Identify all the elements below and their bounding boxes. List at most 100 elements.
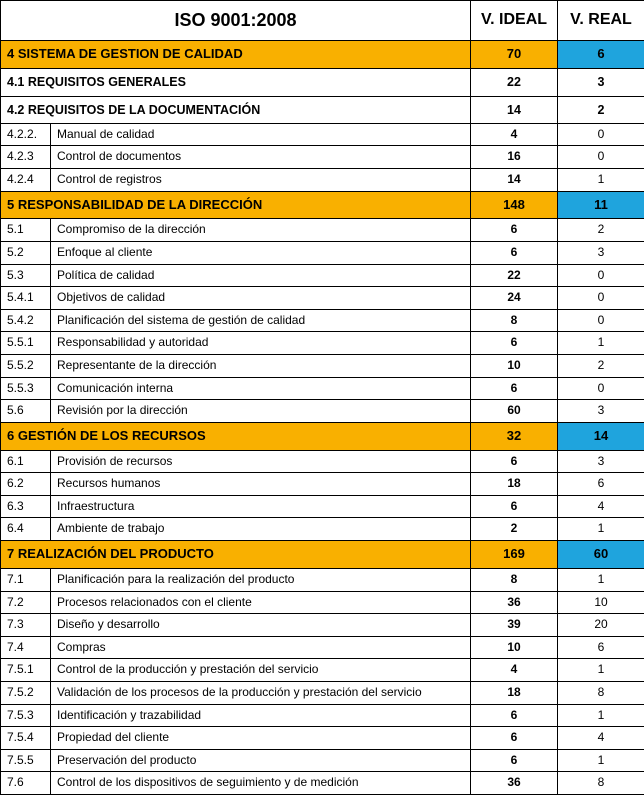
row-code: 6.4 — [1, 518, 51, 541]
section-label: 6 GESTIÓN DE LOS RECURSOS — [1, 422, 471, 450]
row-ideal: 6 — [471, 727, 558, 750]
row-desc: Validación de los procesos de la producc… — [51, 681, 471, 704]
row-real: 6 — [558, 473, 644, 496]
detail-row: 7.5.3Identificación y trazabilidad61 — [1, 704, 644, 727]
section-real: 6 — [558, 41, 644, 69]
row-real: 0 — [558, 377, 644, 400]
row-ideal: 18 — [471, 473, 558, 496]
row-code: 5.5.1 — [1, 332, 51, 355]
row-real: 3 — [558, 400, 644, 423]
section-row: 4 SISTEMA DE GESTION DE CALIDAD706 — [1, 41, 644, 69]
row-ideal: 6 — [471, 495, 558, 518]
row-desc: Planificación del sistema de gestión de … — [51, 309, 471, 332]
detail-row: 5.3Política de calidad220 — [1, 264, 644, 287]
row-ideal: 36 — [471, 591, 558, 614]
row-code: 7.3 — [1, 614, 51, 637]
detail-row: 6.2Recursos humanos186 — [1, 473, 644, 496]
section-row: 5 RESPONSABILIDAD DE LA DIRECCIÓN14811 — [1, 191, 644, 219]
table-body: 4 SISTEMA DE GESTION DE CALIDAD7064.1 RE… — [1, 41, 644, 795]
row-real: 1 — [558, 568, 644, 591]
detail-row: 7.4Compras106 — [1, 636, 644, 659]
detail-row: 7.5.2Validación de los procesos de la pr… — [1, 681, 644, 704]
row-code: 5.4.2 — [1, 309, 51, 332]
row-real: 2 — [558, 355, 644, 378]
row-desc: Responsabilidad y autoridad — [51, 332, 471, 355]
row-code: 4.2.4 — [1, 168, 51, 191]
table-header-row: ISO 9001:2008 V. IDEAL V. REAL — [1, 1, 644, 41]
row-desc: Control de los dispositivos de seguimien… — [51, 772, 471, 795]
row-code: 5.2 — [1, 242, 51, 265]
row-ideal: 4 — [471, 123, 558, 146]
row-code: 7.5.1 — [1, 659, 51, 682]
detail-row: 5.4.2Planificación del sistema de gestió… — [1, 309, 644, 332]
row-ideal: 6 — [471, 704, 558, 727]
table-title: ISO 9001:2008 — [1, 1, 471, 41]
row-real: 0 — [558, 264, 644, 287]
row-ideal: 18 — [471, 681, 558, 704]
row-desc: Preservación del producto — [51, 749, 471, 772]
row-desc: Control de documentos — [51, 146, 471, 169]
detail-row: 4.2.2.Manual de calidad40 — [1, 123, 644, 146]
row-ideal: 6 — [471, 450, 558, 473]
col-header-ideal: V. IDEAL — [471, 1, 558, 41]
section-ideal: 70 — [471, 41, 558, 69]
row-desc: Ambiente de trabajo — [51, 518, 471, 541]
detail-row: 6.3Infraestructura64 — [1, 495, 644, 518]
row-code: 7.6 — [1, 772, 51, 795]
row-code: 6.3 — [1, 495, 51, 518]
row-ideal: 6 — [471, 219, 558, 242]
row-code: 5.1 — [1, 219, 51, 242]
row-ideal: 22 — [471, 264, 558, 287]
row-code: 6.1 — [1, 450, 51, 473]
row-ideal: 8 — [471, 568, 558, 591]
section-label: 4 SISTEMA DE GESTION DE CALIDAD — [1, 41, 471, 69]
row-desc: Identificación y trazabilidad — [51, 704, 471, 727]
row-code: 4.2.3 — [1, 146, 51, 169]
row-code: 7.5.4 — [1, 727, 51, 750]
row-desc: Control de la producción y prestación de… — [51, 659, 471, 682]
row-desc: Diseño y desarrollo — [51, 614, 471, 637]
row-code: 7.4 — [1, 636, 51, 659]
row-real: 4 — [558, 727, 644, 750]
row-desc: Recursos humanos — [51, 473, 471, 496]
row-ideal: 4 — [471, 659, 558, 682]
subsection-label: 4.2 REQUISITOS DE LA DOCUMENTACIÓN — [1, 96, 471, 123]
row-code: 5.6 — [1, 400, 51, 423]
row-desc: Provisión de recursos — [51, 450, 471, 473]
row-real: 8 — [558, 772, 644, 795]
row-ideal: 6 — [471, 377, 558, 400]
subsection-ideal: 14 — [471, 96, 558, 123]
subsection-real: 3 — [558, 69, 644, 96]
row-ideal: 16 — [471, 146, 558, 169]
row-desc: Propiedad del cliente — [51, 727, 471, 750]
row-ideal: 6 — [471, 749, 558, 772]
detail-row: 5.5.1Responsabilidad y autoridad61 — [1, 332, 644, 355]
row-real: 10 — [558, 591, 644, 614]
detail-row: 6.4Ambiente de trabajo21 — [1, 518, 644, 541]
row-ideal: 6 — [471, 242, 558, 265]
row-code: 7.1 — [1, 568, 51, 591]
row-code: 5.4.1 — [1, 287, 51, 310]
row-code: 7.2 — [1, 591, 51, 614]
subsection-real: 2 — [558, 96, 644, 123]
row-code: 5.5.3 — [1, 377, 51, 400]
row-ideal: 24 — [471, 287, 558, 310]
row-real: 4 — [558, 495, 644, 518]
iso-table: ISO 9001:2008 V. IDEAL V. REAL 4 SISTEMA… — [0, 0, 644, 795]
row-desc: Infraestructura — [51, 495, 471, 518]
section-real: 60 — [558, 541, 644, 569]
section-label: 5 RESPONSABILIDAD DE LA DIRECCIÓN — [1, 191, 471, 219]
row-desc: Representante de la dirección — [51, 355, 471, 378]
detail-row: 5.4.1Objetivos de calidad240 — [1, 287, 644, 310]
subsection-row: 4.2 REQUISITOS DE LA DOCUMENTACIÓN142 — [1, 96, 644, 123]
row-desc: Procesos relacionados con el cliente — [51, 591, 471, 614]
row-real: 0 — [558, 309, 644, 332]
row-ideal: 6 — [471, 332, 558, 355]
row-real: 0 — [558, 146, 644, 169]
detail-row: 5.5.2Representante de la dirección102 — [1, 355, 644, 378]
subsection-ideal: 22 — [471, 69, 558, 96]
detail-row: 7.1Planificación para la realización del… — [1, 568, 644, 591]
row-desc: Compras — [51, 636, 471, 659]
detail-row: 7.5.4Propiedad del cliente64 — [1, 727, 644, 750]
detail-row: 7.5.1Control de la producción y prestaci… — [1, 659, 644, 682]
